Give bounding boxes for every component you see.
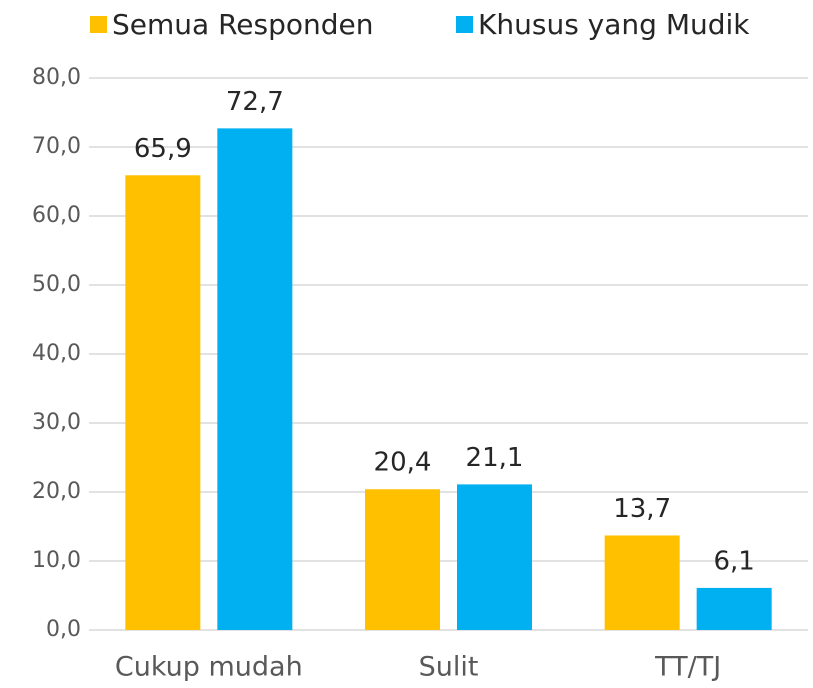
- y-tick-label: 0,0: [46, 617, 81, 642]
- legend-label: Semua Responden: [112, 8, 374, 41]
- value-label: 72,7: [226, 87, 284, 117]
- y-tick-label: 40,0: [32, 341, 81, 366]
- y-tick-label: 70,0: [32, 134, 81, 159]
- value-label: 65,9: [134, 134, 192, 164]
- bar: [365, 489, 440, 630]
- bar: [125, 175, 201, 631]
- bar: [604, 535, 680, 630]
- legend-swatch: [90, 16, 107, 33]
- value-label: 13,7: [613, 494, 671, 524]
- value-label: 21,1: [466, 443, 524, 473]
- x-tick-label: Sulit: [419, 652, 479, 683]
- bar: [696, 587, 772, 630]
- legend-label: Khusus yang Mudik: [478, 8, 750, 41]
- x-tick-label: TT/TJ: [654, 652, 721, 683]
- y-tick-label: 20,0: [32, 479, 81, 504]
- y-tick-label: 50,0: [32, 272, 81, 297]
- y-tick-label: 30,0: [32, 410, 81, 435]
- legend-swatch: [456, 16, 473, 33]
- x-tick-label: Cukup mudah: [115, 652, 303, 683]
- value-label: 6,1: [713, 546, 754, 576]
- value-label: 20,4: [374, 448, 432, 478]
- bar: [457, 484, 532, 630]
- y-tick-label: 80,0: [32, 65, 81, 90]
- y-tick-label: 10,0: [32, 548, 81, 573]
- bar: [217, 128, 293, 630]
- y-tick-label: 60,0: [32, 203, 81, 228]
